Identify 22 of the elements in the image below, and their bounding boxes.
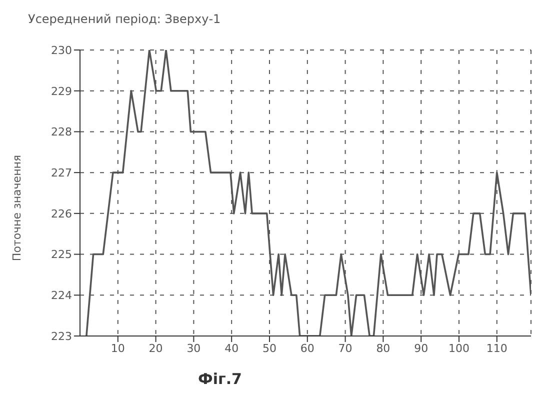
- y-tick-label: 226: [51, 207, 72, 220]
- text: Фіг.7: [198, 370, 242, 388]
- x-tick-label: 10: [110, 342, 125, 355]
- y-tick-label: 230: [51, 44, 72, 57]
- y-tick-label: 227: [51, 166, 72, 180]
- x-tick-label: 20: [148, 342, 163, 355]
- y-axis-title: Поточне значення: [10, 154, 24, 262]
- x-tick-label: 40: [224, 342, 239, 355]
- x-tick-label: 110: [486, 342, 508, 355]
- x-tick-label: 100: [448, 342, 470, 355]
- y-tick-label: 229: [51, 84, 72, 98]
- x-tick-label: 30: [186, 342, 201, 355]
- x-tick-label: 60: [300, 342, 314, 355]
- x-tick-label: 70: [338, 342, 352, 355]
- y-tick-label: 224: [51, 289, 72, 302]
- x-tick-label: 50: [262, 342, 276, 355]
- y-tick-label: 225: [51, 248, 72, 262]
- x-tick-label: 90: [414, 342, 428, 355]
- x-tick-label: 80: [376, 342, 390, 355]
- y-tick-label: 228: [51, 126, 72, 139]
- y-tick-label: 223: [51, 330, 72, 343]
- chart-title: Усереднений період: Зверху-1: [28, 12, 221, 26]
